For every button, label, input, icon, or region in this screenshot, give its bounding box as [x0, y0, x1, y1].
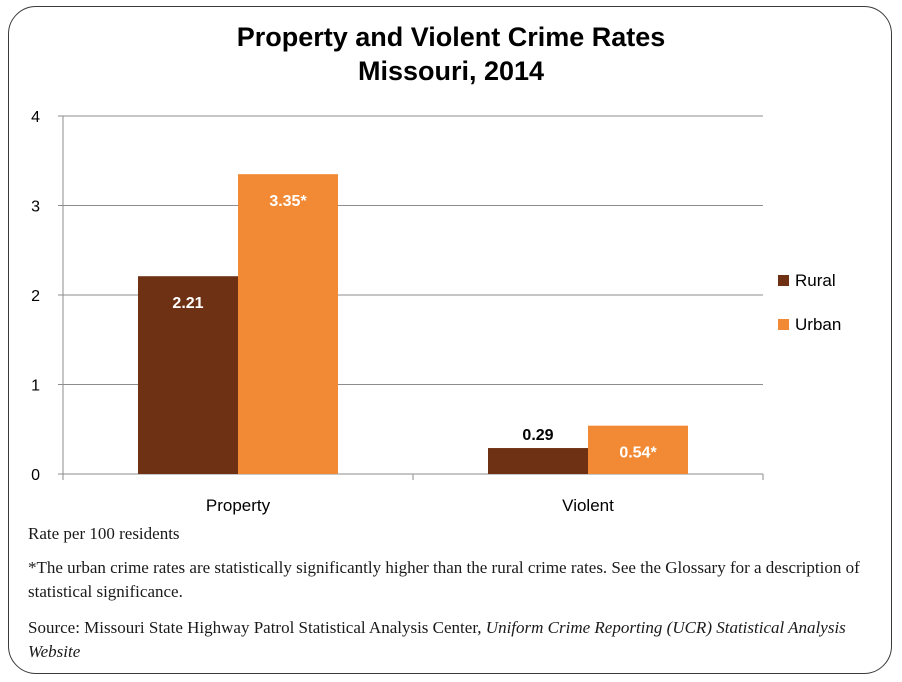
bar-urban [238, 174, 338, 475]
source-title: Uniform Crime Reporting (UCR) Statistica… [28, 618, 846, 661]
chart-subtitle: Missouri, 2014 [358, 56, 544, 86]
y-tick-label: 1 [31, 378, 40, 395]
legend: Rural Urban [778, 271, 841, 334]
y-tick-label: 4 [31, 109, 40, 126]
y-tick-label: 2 [31, 288, 40, 305]
data-labels: 2.21 3.35* 0.29 0.54* [172, 193, 657, 461]
source-text: Source: Missouri State Highway Patrol St… [28, 618, 486, 637]
chart-title: Property and Violent Crime Rates [237, 22, 666, 52]
y-tick-label: 0 [31, 467, 40, 484]
source-note: Source: Missouri State Highway Patrol St… [28, 616, 878, 664]
x-tick-label: Violent [562, 496, 614, 515]
data-label: 2.21 [172, 295, 203, 312]
significance-note: *The urban crime rates are statistically… [28, 558, 860, 601]
legend-label: Rural [795, 271, 836, 290]
y-tick-label: 3 [31, 199, 40, 216]
bar-rural [488, 448, 588, 474]
units-note: Rate per 100 residents [28, 524, 180, 543]
bars [138, 174, 688, 475]
bar-urban [588, 425, 688, 474]
legend-label: Urban [795, 315, 841, 334]
x-tick-label: Property [206, 496, 271, 515]
data-label: 0.29 [522, 427, 553, 444]
legend-swatch-rural [778, 275, 789, 286]
bar-chart: Property and Violent Crime Rates Missour… [31, 22, 841, 515]
bar-rural [138, 276, 238, 474]
legend-swatch-urban [778, 319, 789, 330]
data-label: 0.54* [619, 445, 657, 462]
data-label: 3.35* [269, 193, 307, 210]
